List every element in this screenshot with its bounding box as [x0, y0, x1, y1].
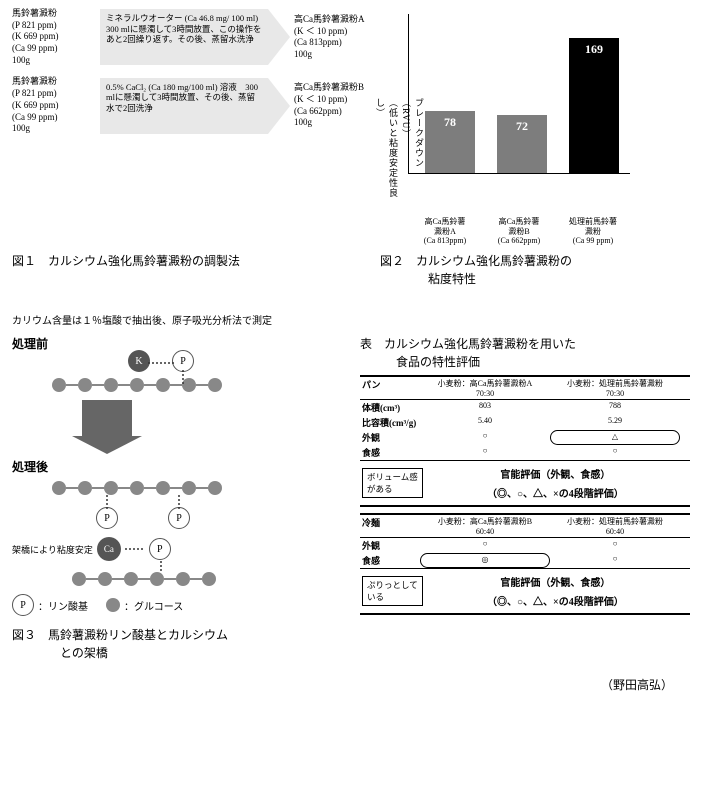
bar: 78 [425, 111, 475, 173]
result-starch-b: 高Ca馬鈴薯澱粉B (K ＜ 10 ppm) (Ca 662ppm) 100g [294, 82, 372, 129]
bar: 169 [569, 38, 619, 173]
bar-value-label: 72 [497, 119, 547, 134]
volume-callout: ボリューム感 がある [362, 468, 423, 498]
figure-2: ブレークダウン（RVU） （低いと粘度安定性良し） 7872169 高Ca馬鈴薯… [380, 8, 680, 208]
col-header: 小麦粉：高Ca馬鈴薯澱粉B 60:40 [420, 515, 550, 537]
figure-3: 処理前 K P 処理後 P P [12, 335, 352, 662]
glucose-chain-before [52, 378, 332, 392]
calcium-node: Ca [97, 537, 121, 561]
breakdown-chart: ブレークダウン（RVU） （低いと粘度安定性良し） 7872169 高Ca馬鈴薯… [380, 8, 640, 208]
bond-line [160, 561, 162, 573]
bar: 72 [497, 115, 547, 173]
col-header: 小麦粉：処理前馬鈴薯澱粉 70:30 [550, 377, 680, 399]
evaluation-table: 表 カルシウム強化馬鈴薯澱粉を用いた 食品の特性評価 パン 小麦粉：高Ca馬鈴薯… [360, 335, 690, 662]
process-arrow-a: ミネラルウオーター (Ca 46.8 mg/ 100 ml) 300 mlに懸濁… [100, 9, 268, 65]
author-credit: （野田高弘） [12, 676, 693, 693]
x-tick-label: 高Ca馬鈴薯 澱粉A (Ca 813ppm) [408, 217, 482, 246]
dotted-bond-icon [148, 358, 176, 368]
reimen-table: 冷麺 小麦粉：高Ca馬鈴薯澱粉B 60:40 小麦粉：処理前馬鈴薯澱粉 60:4… [360, 513, 690, 615]
phosphate-node: P [149, 538, 171, 560]
glucose-legend-icon [106, 598, 120, 612]
phosphate-node: P [168, 507, 190, 529]
plot-area: 78 72 169 [408, 14, 630, 174]
phosphate-legend-icon: P [12, 594, 34, 616]
fig1-subcaption: カリウム含量は１％塩酸で抽出後、原子吸光分析法で測定 [12, 314, 372, 329]
row-header: 冷麺 [360, 515, 420, 537]
x-axis-labels: 高Ca馬鈴薯 澱粉A (Ca 813ppm)高Ca馬鈴薯 澱粉B (Ca 662… [408, 217, 630, 246]
bread-table: パン 小麦粉：高Ca馬鈴薯澱粉A 70:30 小麦粉：処理前馬鈴薯澱粉 70:3… [360, 375, 690, 507]
after-label: 処理後 [12, 458, 332, 475]
fig1-caption: 図１ カルシウム強化馬鈴薯澱粉の調製法 [12, 252, 372, 270]
bridge-note: 架橋により粘度安定 [12, 543, 93, 556]
down-arrow-icon [82, 400, 132, 436]
x-tick-label: 高Ca馬鈴薯 澱粉B (Ca 662ppm) [482, 217, 556, 246]
potassium-node: K [128, 350, 150, 372]
start-starch-b: 馬鈴薯澱粉 (P 821 ppm) (K 669 ppm) (Ca 99 ppm… [12, 76, 100, 134]
row-header: パン [360, 377, 420, 399]
start-starch-a: 馬鈴薯澱粉 (P 821 ppm) (K 669 ppm) (Ca 99 ppm… [12, 8, 100, 66]
result-starch-a: 高Ca馬鈴薯澱粉A (K ＜ 10 ppm) (Ca 813ppm) 100g [294, 14, 372, 61]
fig2-caption: 図２ カルシウム強化馬鈴薯澱粉の 粘度特性 [380, 252, 680, 288]
col-header: 小麦粉：高Ca馬鈴薯澱粉A 70:30 [420, 377, 550, 399]
fig3-caption: 図３ 馬鈴薯澱粉リン酸基とカルシウム との架橋 [12, 626, 352, 662]
glucose-chain-after-1 [52, 481, 332, 495]
bond-line [106, 495, 108, 509]
texture-callout: ぷりっとして いる [362, 576, 423, 606]
dotted-bond-icon [125, 544, 145, 554]
bond-line [182, 370, 184, 384]
table-title: 表 カルシウム強化馬鈴薯澱粉を用いた 食品の特性評価 [360, 335, 690, 371]
diagram-legend: P：リン酸基 ：グルコース [12, 594, 332, 616]
glucose-chain-after-2 [72, 572, 332, 586]
x-tick-label: 処理前馬鈴薯 澱粉 (Ca 99 ppm) [556, 217, 630, 246]
figure-1: 馬鈴薯澱粉 (P 821 ppm) (K 669 ppm) (Ca 99 ppm… [12, 8, 372, 208]
flow-b: 馬鈴薯澱粉 (P 821 ppm) (K 669 ppm) (Ca 99 ppm… [12, 76, 372, 134]
col-header: 小麦粉：処理前馬鈴薯澱粉 60:40 [550, 515, 680, 537]
phosphate-node: P [96, 507, 118, 529]
before-label: 処理前 [12, 335, 332, 352]
flow-a: 馬鈴薯澱粉 (P 821 ppm) (K 669 ppm) (Ca 99 ppm… [12, 8, 372, 66]
bar-value-label: 169 [569, 42, 619, 57]
process-arrow-b: 0.5% CaCl₂ (Ca 180 mg/100 ml) 溶液 300 mlに… [100, 78, 268, 134]
bond-line [178, 495, 180, 509]
bar-value-label: 78 [425, 115, 475, 130]
